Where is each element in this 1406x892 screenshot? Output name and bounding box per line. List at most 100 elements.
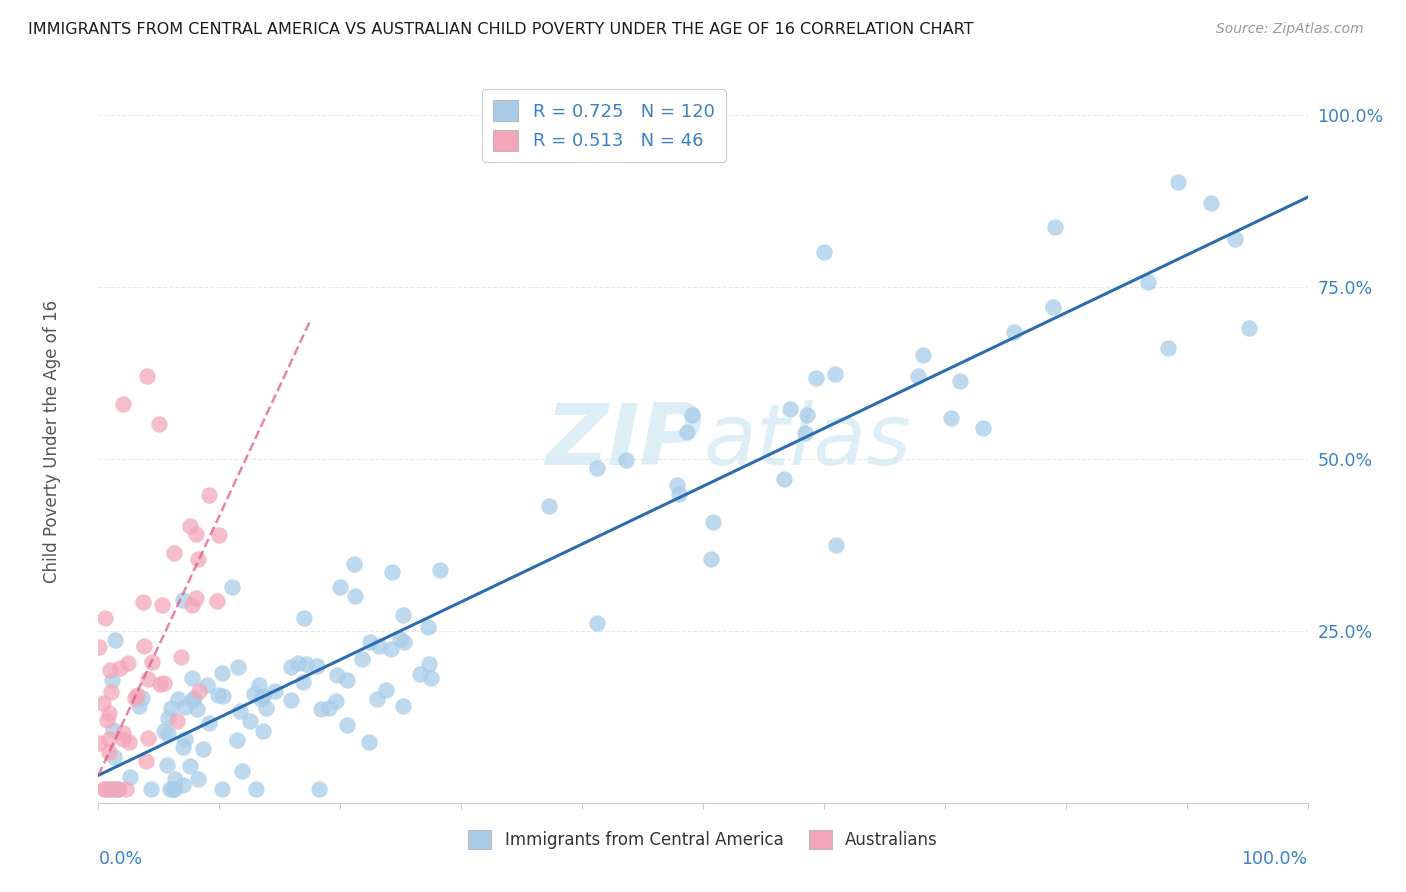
Point	[586, 461, 609, 475]
Point	[309, 702, 332, 716]
Point	[184, 527, 207, 541]
Point	[187, 772, 209, 786]
Point	[157, 711, 180, 725]
Point	[205, 594, 228, 608]
Point	[388, 632, 411, 647]
Point	[207, 688, 229, 702]
Point	[291, 675, 314, 690]
Point	[1157, 342, 1180, 356]
Point	[89, 736, 111, 750]
Point	[245, 782, 267, 797]
Point	[585, 615, 607, 630]
Point	[186, 702, 208, 716]
Point	[380, 642, 402, 657]
Point	[132, 595, 155, 609]
Point	[263, 684, 285, 698]
Point	[101, 782, 124, 797]
Point	[135, 369, 157, 384]
Point	[97, 781, 120, 796]
Point	[252, 689, 274, 703]
Point	[668, 487, 690, 501]
Point	[172, 778, 194, 792]
Point	[367, 639, 389, 653]
Point	[112, 726, 135, 740]
Point	[172, 593, 194, 607]
Point	[115, 782, 138, 797]
Point	[98, 745, 121, 759]
Point	[779, 402, 801, 417]
Point	[97, 732, 120, 747]
Point	[118, 770, 141, 784]
Point	[616, 453, 638, 467]
Point	[773, 471, 796, 485]
Legend: Immigrants from Central America, Australians: Immigrants from Central America, Austral…	[461, 823, 945, 856]
Point	[187, 684, 209, 698]
Point	[948, 374, 970, 388]
Point	[419, 671, 441, 685]
Point	[907, 369, 929, 384]
Point	[149, 677, 172, 691]
Point	[166, 691, 188, 706]
Point	[326, 668, 349, 682]
Point	[93, 782, 115, 797]
Point	[163, 546, 186, 560]
Point	[243, 687, 266, 701]
Point	[101, 723, 124, 737]
Point	[429, 563, 451, 577]
Point	[107, 782, 129, 797]
Point	[794, 425, 817, 440]
Point	[325, 693, 347, 707]
Point	[409, 667, 432, 681]
Text: ZIP: ZIP	[546, 400, 703, 483]
Point	[136, 731, 159, 745]
Point	[163, 782, 186, 797]
Point	[166, 714, 188, 728]
Point	[249, 692, 271, 706]
Point	[972, 421, 994, 435]
Point	[118, 735, 141, 749]
Point	[1167, 175, 1189, 189]
Point	[111, 397, 134, 411]
Point	[229, 704, 252, 718]
Point	[174, 731, 197, 746]
Point	[107, 782, 129, 797]
Point	[174, 699, 197, 714]
Text: 0.0%: 0.0%	[98, 850, 142, 868]
Point	[103, 749, 125, 764]
Point	[112, 731, 135, 746]
Point	[138, 673, 160, 687]
Point	[208, 528, 231, 542]
Point	[180, 598, 202, 612]
Point	[231, 764, 253, 778]
Point	[343, 557, 366, 571]
Text: atlas: atlas	[703, 400, 911, 483]
Point	[98, 663, 121, 677]
Point	[1042, 300, 1064, 314]
Point	[125, 689, 148, 703]
Point	[91, 696, 114, 710]
Point	[538, 500, 561, 514]
Text: IMMIGRANTS FROM CENTRAL AMERICA VS AUSTRALIAN CHILD POVERTY UNDER THE AGE OF 16 : IMMIGRANTS FROM CENTRAL AMERICA VS AUSTR…	[28, 22, 973, 37]
Point	[418, 657, 440, 671]
Point	[392, 635, 415, 649]
Point	[186, 552, 208, 566]
Point	[225, 733, 247, 747]
Point	[702, 516, 724, 530]
Point	[911, 348, 934, 362]
Point	[335, 718, 357, 732]
Point	[157, 727, 180, 741]
Point	[221, 581, 243, 595]
Point	[350, 652, 373, 666]
Point	[181, 671, 204, 685]
Point	[131, 690, 153, 705]
Point	[329, 580, 352, 594]
Point	[97, 706, 120, 720]
Point	[249, 678, 271, 692]
Point	[1239, 320, 1261, 334]
Point	[939, 411, 962, 425]
Point	[392, 698, 415, 713]
Point	[357, 735, 380, 749]
Point	[343, 589, 366, 603]
Point	[418, 620, 440, 634]
Point	[226, 660, 249, 674]
